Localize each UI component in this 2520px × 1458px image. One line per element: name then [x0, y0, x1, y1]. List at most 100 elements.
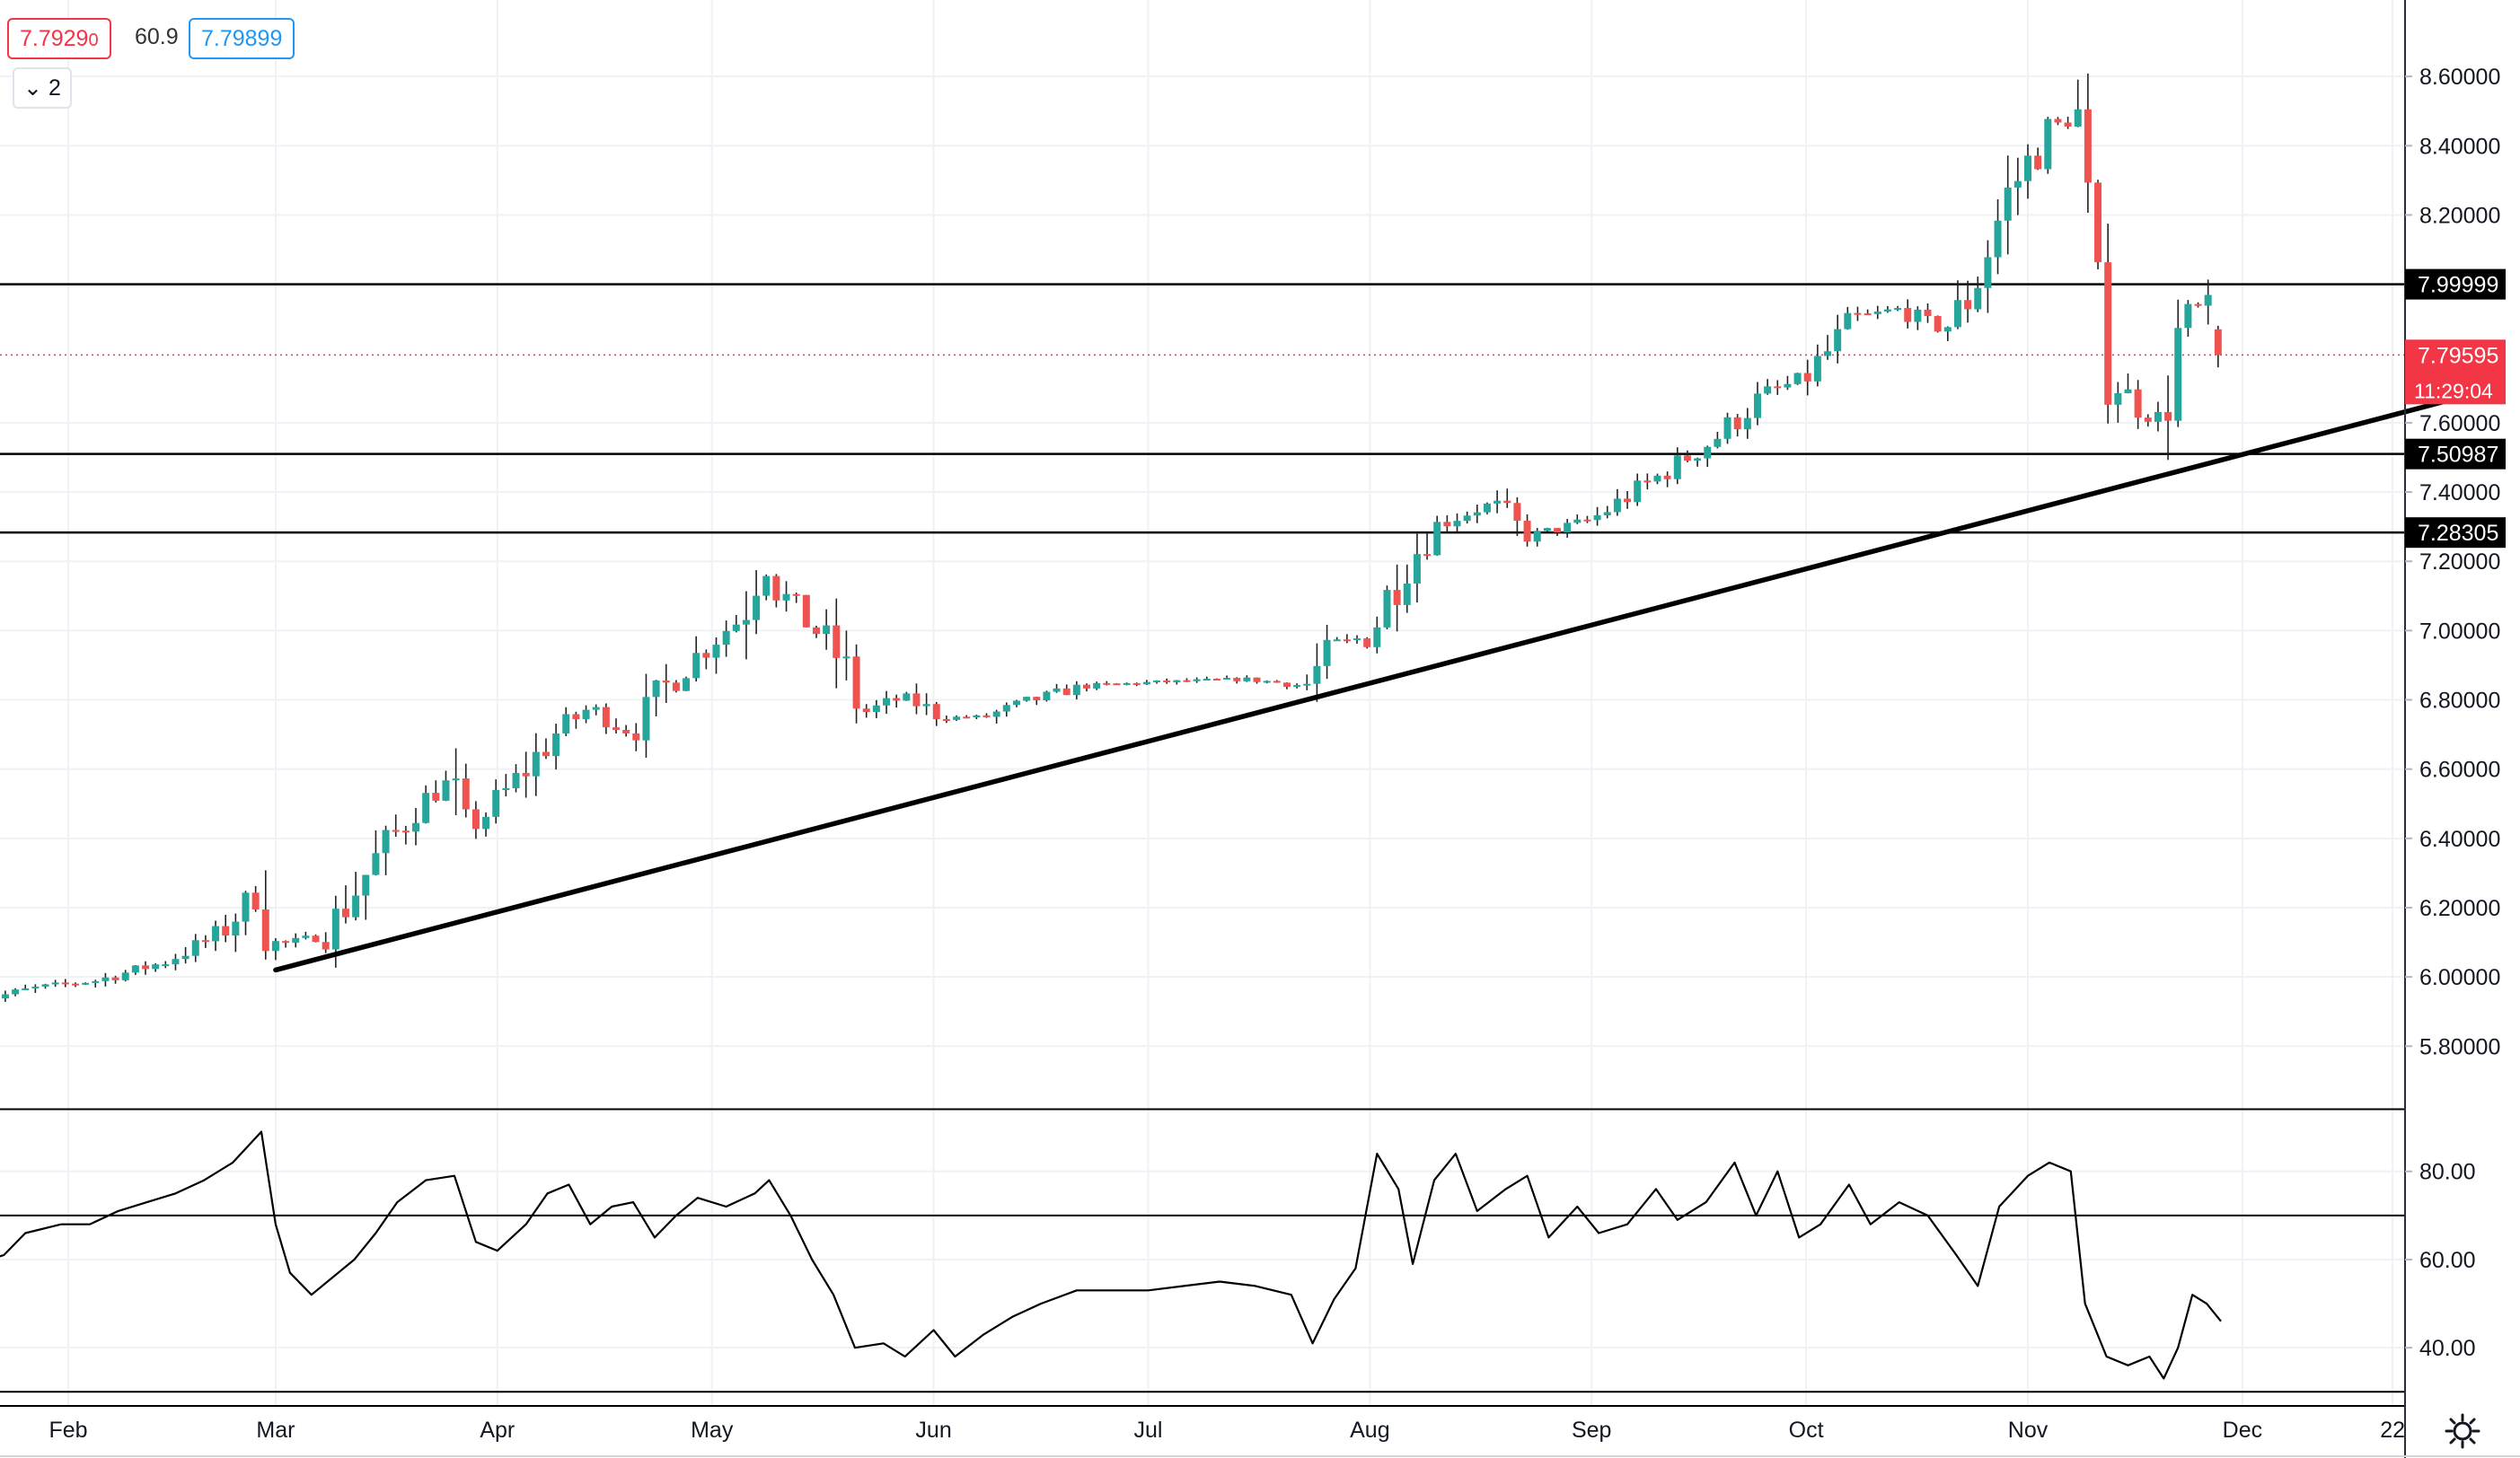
price-axis-label: 7.20000: [2419, 549, 2500, 575]
candle-body: [2044, 119, 2052, 170]
candle-body: [532, 751, 540, 777]
candle-body: [562, 714, 570, 733]
candle-body: [1243, 677, 1251, 681]
time-axis-label: Nov: [2008, 1418, 2049, 1443]
candle-body: [422, 793, 430, 823]
candle-body: [1093, 682, 1101, 689]
candle-body: [1624, 498, 1632, 503]
candle-body: [1964, 300, 1972, 310]
candle-body: [1663, 475, 1671, 479]
candle-body: [942, 719, 950, 722]
last-price-label: 7.79595: [2418, 343, 2498, 368]
candle-body: [1343, 639, 1351, 642]
candle-body: [1603, 512, 1611, 515]
collapse-indicators-button[interactable]: ⌄ 2: [13, 67, 72, 109]
candle-body: [1183, 680, 1191, 682]
candle-body: [652, 680, 660, 698]
candle-body: [642, 697, 650, 741]
candle-body: [1873, 312, 1881, 314]
candle-body: [712, 645, 720, 658]
candle-body: [683, 678, 691, 691]
candle-body: [973, 715, 981, 718]
candle-body: [2114, 392, 2122, 405]
price-axis-label: 8.20000: [2419, 203, 2500, 228]
candle-body: [753, 595, 761, 620]
candle-body: [2104, 262, 2112, 405]
candle-body: [1714, 438, 1722, 447]
candle-body: [352, 895, 360, 918]
trendline[interactable]: [273, 400, 2445, 973]
candle-body: [482, 816, 490, 830]
candle-body: [1643, 480, 1652, 483]
candle-body: [1733, 417, 1741, 430]
price-axis-label: 5.80000: [2419, 1034, 2500, 1059]
candle-body: [331, 909, 339, 950]
candle-body: [1223, 678, 1231, 681]
settings-gear-icon[interactable]: [2443, 1411, 2482, 1451]
time-axis[interactable]: Feb Mar Apr May Jun Jul Aug Sep Oct Nov Dec 22: [48, 1418, 2405, 1443]
price-axis[interactable]: 5.80000 6.00000 6.20000 6.40000 6.60000 6.800…: [2405, 65, 2506, 1059]
candle-body: [1393, 590, 1401, 605]
legend-open-value-suffix: 0: [88, 31, 99, 50]
candle-body: [172, 959, 180, 965]
candle-body: [912, 693, 921, 707]
candle-body: [1423, 554, 1432, 557]
candle-body: [1153, 680, 1161, 682]
candle-body: [992, 711, 1000, 717]
candle-body: [1824, 351, 1832, 356]
candle-body: [212, 926, 220, 942]
candle-body: [823, 625, 831, 635]
candle-body: [201, 940, 209, 943]
candle-body: [1132, 682, 1141, 685]
candle-body: [1513, 503, 1521, 522]
candle-body: [1383, 590, 1391, 628]
candle-body: [1613, 498, 1621, 513]
candle-body: [82, 982, 90, 985]
time-axis-label: Dec: [2223, 1418, 2262, 1443]
trendline-segment[interactable]: [273, 400, 2445, 973]
rsi-axis[interactable]: 40.00 60.00 80.00: [2405, 1160, 2476, 1361]
time-axis-label: Aug: [1350, 1418, 1389, 1443]
candle-body: [862, 708, 870, 713]
candle-body: [111, 977, 119, 980]
candle-body: [292, 937, 300, 944]
candle-body: [232, 921, 240, 936]
indicator-count: 2: [48, 75, 61, 101]
time-axis-label: Oct: [1789, 1418, 1824, 1443]
candle-body: [662, 680, 670, 683]
candle-body: [842, 656, 850, 659]
candle-body: [792, 593, 800, 596]
candle-body: [1704, 446, 1712, 459]
candle-body: [1554, 528, 1562, 532]
candle-body: [692, 653, 700, 679]
candle-body: [12, 989, 20, 995]
candle-body: [1523, 521, 1531, 542]
chevron-down-icon: ⌄: [23, 75, 42, 101]
candle-body: [2144, 417, 2152, 422]
candle-body: [1282, 682, 1291, 688]
candle-body: [162, 964, 170, 967]
candle-body: [932, 704, 940, 720]
candle-body: [1784, 383, 1792, 388]
candle-body: [271, 941, 279, 952]
candle-body: [542, 751, 550, 757]
candle-body: [1774, 386, 1782, 389]
time-axis-label: Feb: [48, 1418, 87, 1443]
candle-body: [1723, 417, 1731, 439]
candle-body: [602, 707, 610, 728]
candle-body: [1123, 682, 1131, 685]
candle-body: [2074, 109, 2082, 127]
candle-body: [1934, 316, 1942, 332]
candle-body: [1253, 677, 1261, 682]
candle-body: [1323, 639, 1331, 666]
candle-body: [1583, 519, 1591, 522]
candle-body: [1443, 522, 1451, 527]
candle-body: [1834, 329, 1842, 352]
candle-body: [1573, 519, 1582, 523]
candle-body: [401, 830, 410, 833]
candle-body: [762, 575, 771, 596]
candle-body: [1883, 309, 1891, 312]
candle-body: [92, 980, 100, 983]
candle-body: [833, 625, 841, 658]
